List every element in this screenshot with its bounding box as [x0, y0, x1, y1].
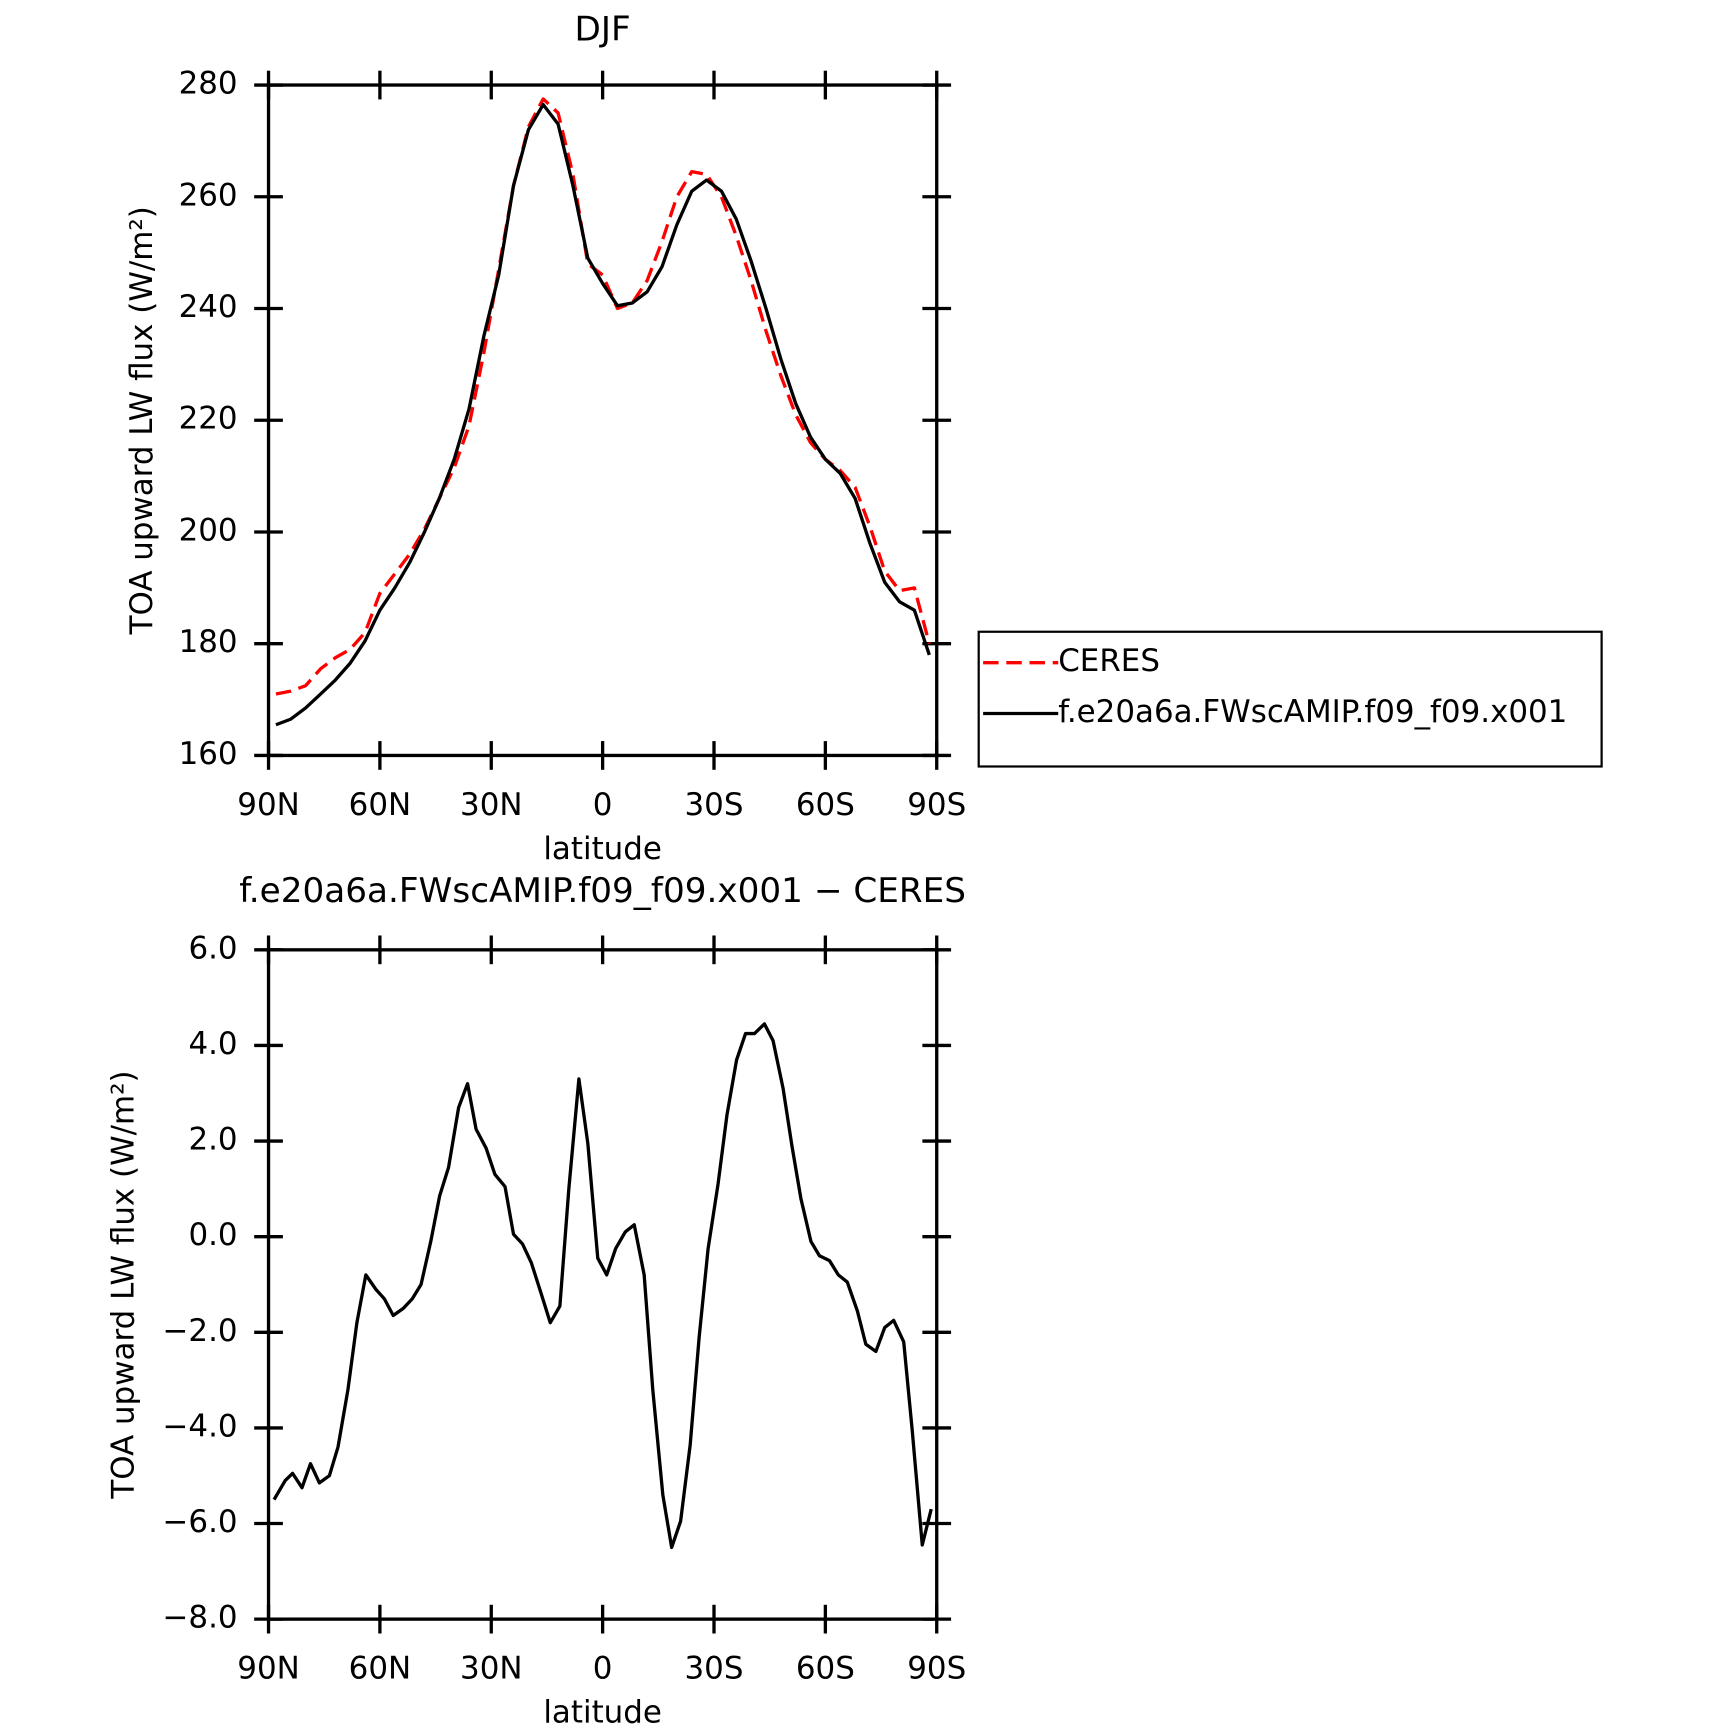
x-tick-label: 60N [349, 1650, 411, 1686]
legend-box [977, 630, 1603, 768]
y-tick-label: −8.0 [163, 1600, 238, 1636]
x-tick-label: 0 [593, 787, 613, 823]
x-axis-label: latitude [543, 831, 662, 867]
y-tick-label: 0.0 [188, 1217, 237, 1253]
y-tick-label: 6.0 [188, 930, 237, 966]
x-tick-label: 30N [460, 1650, 522, 1686]
y-tick-label: 180 [179, 624, 238, 660]
x-tick-label: 0 [593, 1650, 613, 1686]
plot-frame [266, 83, 939, 758]
legend-label: CERES [1058, 643, 1160, 679]
x-tick-label: 60N [349, 787, 411, 823]
y-tick-label: 280 [179, 66, 238, 102]
y-tick-label: 240 [179, 289, 238, 325]
data-line [275, 102, 931, 727]
x-tick-label: 90N [237, 787, 299, 823]
y-tick-label: 260 [179, 177, 238, 213]
data-line [275, 97, 931, 696]
x-tick-label: 90S [907, 1650, 966, 1686]
y-tick-label: 200 [179, 512, 238, 548]
y-tick-label: 220 [179, 401, 238, 437]
x-tick-label: 30N [460, 787, 522, 823]
plot-frame [266, 948, 939, 1621]
y-tick-label: 2.0 [188, 1122, 237, 1158]
x-axis-label: latitude [543, 1695, 662, 1731]
chart-title: DJF [575, 9, 631, 49]
y-tick-label: −2.0 [163, 1313, 238, 1349]
data-line [272, 1022, 933, 1550]
x-tick-label: 30S [685, 787, 744, 823]
y-tick-label: −6.0 [163, 1504, 238, 1540]
chart-title: f.e20a6a.FWscAMIP.f09_f09.x001 − CERES [239, 871, 966, 911]
x-tick-label: 60S [796, 787, 855, 823]
y-axis-label: TOA upward LW flux (W/m²) [124, 206, 160, 635]
y-tick-label: −4.0 [163, 1408, 238, 1444]
y-tick-label: 160 [179, 736, 238, 772]
y-tick-label: 4.0 [188, 1026, 237, 1062]
y-axis-label: TOA upward LW flux (W/m²) [105, 1070, 141, 1499]
legend-label: f.e20a6a.FWscAMIP.f09_f09.x001 [1058, 694, 1567, 730]
x-tick-label: 90S [907, 787, 966, 823]
x-tick-label: 60S [796, 1650, 855, 1686]
x-tick-label: 30S [685, 1650, 744, 1686]
x-tick-label: 90N [237, 1650, 299, 1686]
